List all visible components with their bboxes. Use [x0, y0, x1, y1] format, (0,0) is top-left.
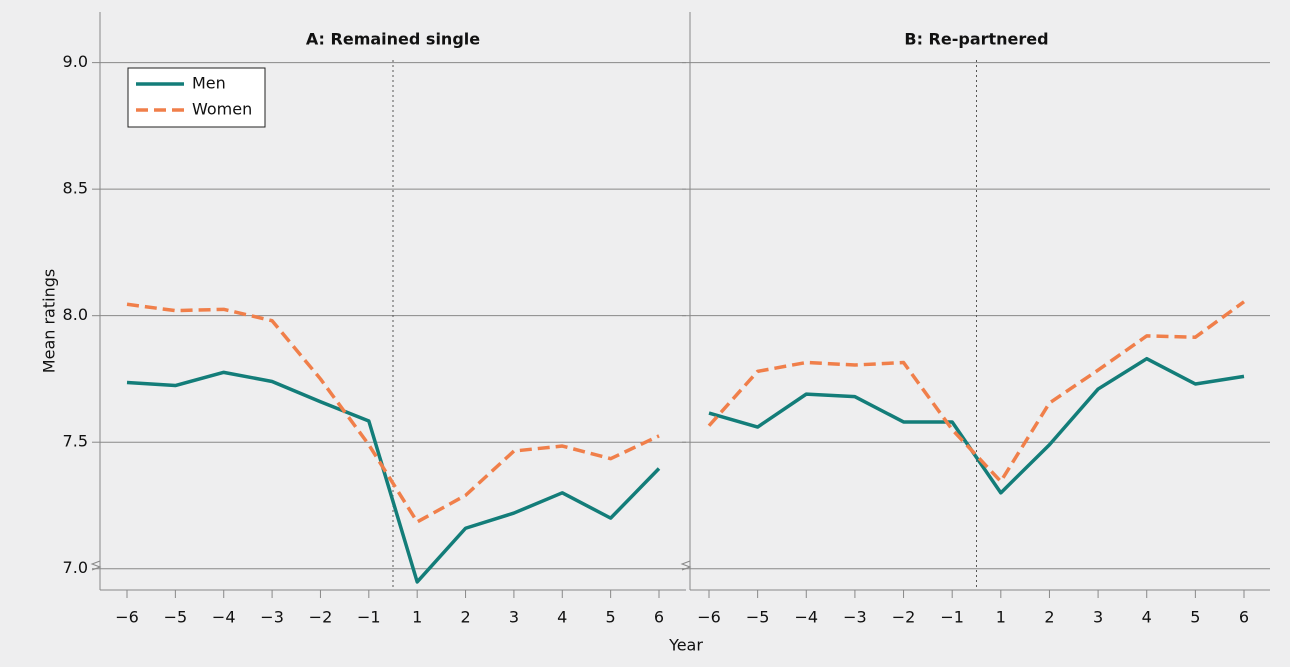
x-tick-label: 4: [557, 608, 567, 627]
y-tick-label: 7.5: [63, 432, 88, 451]
x-tick-label: 3: [1093, 608, 1103, 627]
axis-break: [90, 560, 102, 571]
x-tick-label: 5: [1190, 608, 1200, 627]
legend-label: Women: [192, 100, 252, 119]
series-line: [708, 356, 1245, 495]
x-tick-label: 6: [1239, 608, 1249, 627]
x-axis-label: Year: [668, 636, 703, 655]
x-tick-label: 3: [509, 608, 519, 627]
x-tick-label: −6: [115, 608, 139, 627]
x-tick-label: −1: [940, 608, 964, 627]
x-tick-label: 1: [996, 608, 1006, 627]
x-tick-label: −5: [746, 608, 770, 627]
series-line: [126, 302, 660, 524]
legend-label: Men: [192, 74, 226, 93]
panel-title: A: Remained single: [306, 30, 480, 49]
series-line: [707, 300, 1246, 484]
x-tick-label: 2: [460, 608, 470, 627]
series-line: [126, 370, 661, 584]
x-tick-label: −4: [794, 608, 818, 627]
x-tick-label: −2: [309, 608, 333, 627]
x-tick-label: −4: [212, 608, 236, 627]
x-tick-label: 1: [412, 608, 422, 627]
x-tick-label: −6: [697, 608, 721, 627]
legend-box: [127, 67, 266, 128]
x-tick-label: 4: [1142, 608, 1152, 627]
legend: Men Women: [127, 67, 266, 128]
y-tick-label: 8.5: [63, 179, 88, 198]
y-tick-label: 7.0: [63, 558, 88, 577]
x-tick-label: 2: [1044, 608, 1054, 627]
y-axis-label: Mean ratings: [40, 269, 59, 373]
x-tick-label: −1: [357, 608, 381, 627]
x-tick-label: −2: [892, 608, 916, 627]
panel-title: B: Re-partnered: [904, 30, 1048, 49]
y-tick-label: 8.0: [63, 305, 88, 324]
x-tick-label: 5: [606, 608, 616, 627]
x-tick-label: −5: [164, 608, 188, 627]
axis-break: [680, 560, 692, 571]
x-tick-label: 6: [654, 608, 664, 627]
x-tick-label: −3: [843, 608, 867, 627]
x-tick-label: −3: [260, 608, 284, 627]
y-tick-label: 9.0: [63, 52, 88, 71]
